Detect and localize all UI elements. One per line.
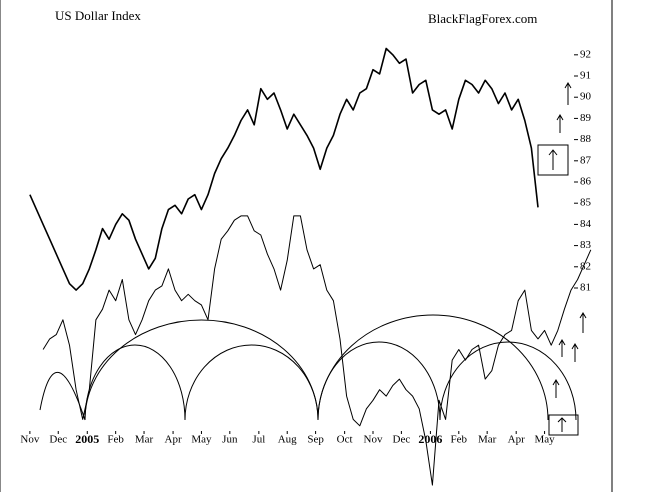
up-arrow [579, 312, 587, 333]
y-tick-label: 84 [580, 218, 592, 230]
y-tick-label: 85 [580, 197, 592, 209]
chart-title: US Dollar Index [55, 8, 141, 23]
up-arrow [556, 114, 564, 133]
x-tick-label: Nov [20, 434, 39, 446]
x-tick-label: Feb [451, 434, 468, 446]
arrows [537, 82, 587, 436]
cycle-arc [184, 344, 319, 421]
x-tick-label: 2005 [75, 432, 99, 446]
x-tick-label: Apr [508, 434, 525, 446]
up-arrow [564, 82, 572, 105]
cycle-arc [317, 341, 441, 421]
y-tick-label: 86 [580, 176, 592, 188]
x-tick-label: May [534, 434, 555, 446]
y-tick-label: 90 [580, 91, 592, 103]
x-tick-label: 2006 [418, 432, 442, 446]
up-arrow [571, 343, 579, 362]
x-tick-label: Feb [107, 434, 124, 446]
x-tick-label: Mar [478, 434, 497, 446]
up-arrow [548, 149, 558, 170]
x-tick-label: Nov [364, 434, 383, 446]
x-tick-label: Aug [278, 434, 297, 446]
y-tick-label: 82 [580, 260, 591, 272]
y-tick-label: 87 [580, 154, 592, 166]
x-tick-label: Mar [135, 434, 154, 446]
cycle-arc [84, 344, 186, 421]
series-line [42, 215, 592, 486]
y-tick-label: 92 [580, 48, 591, 60]
x-tick-label: May [191, 434, 212, 446]
up-arrow [552, 379, 560, 398]
series-line [29, 47, 539, 291]
chart-subtitle: BlackFlagForex.com [428, 11, 537, 26]
cycle-arcs [39, 314, 577, 421]
x-tick-label: Jun [222, 434, 238, 446]
up-arrow [557, 417, 567, 432]
y-tick-label: 89 [580, 112, 592, 124]
x-tick-label: Apr [165, 434, 182, 446]
y-tick-label: 83 [580, 239, 592, 251]
cycle-arc [439, 341, 577, 421]
y-tick-label: 91 [580, 70, 591, 82]
x-tick-label: Dec [393, 434, 411, 446]
cycle-arc [84, 319, 319, 421]
x-tick-label: Sep [307, 434, 324, 446]
arrow-box [548, 414, 579, 436]
up-arrow [558, 339, 566, 357]
y-tick-label: 88 [580, 133, 592, 145]
y-tick-label: 81 [580, 282, 591, 294]
x-tick-label: Jul [252, 434, 265, 446]
x-tick-label: Oct [337, 434, 353, 446]
x-tick-label: Dec [49, 434, 67, 446]
arrow-box [537, 144, 569, 176]
